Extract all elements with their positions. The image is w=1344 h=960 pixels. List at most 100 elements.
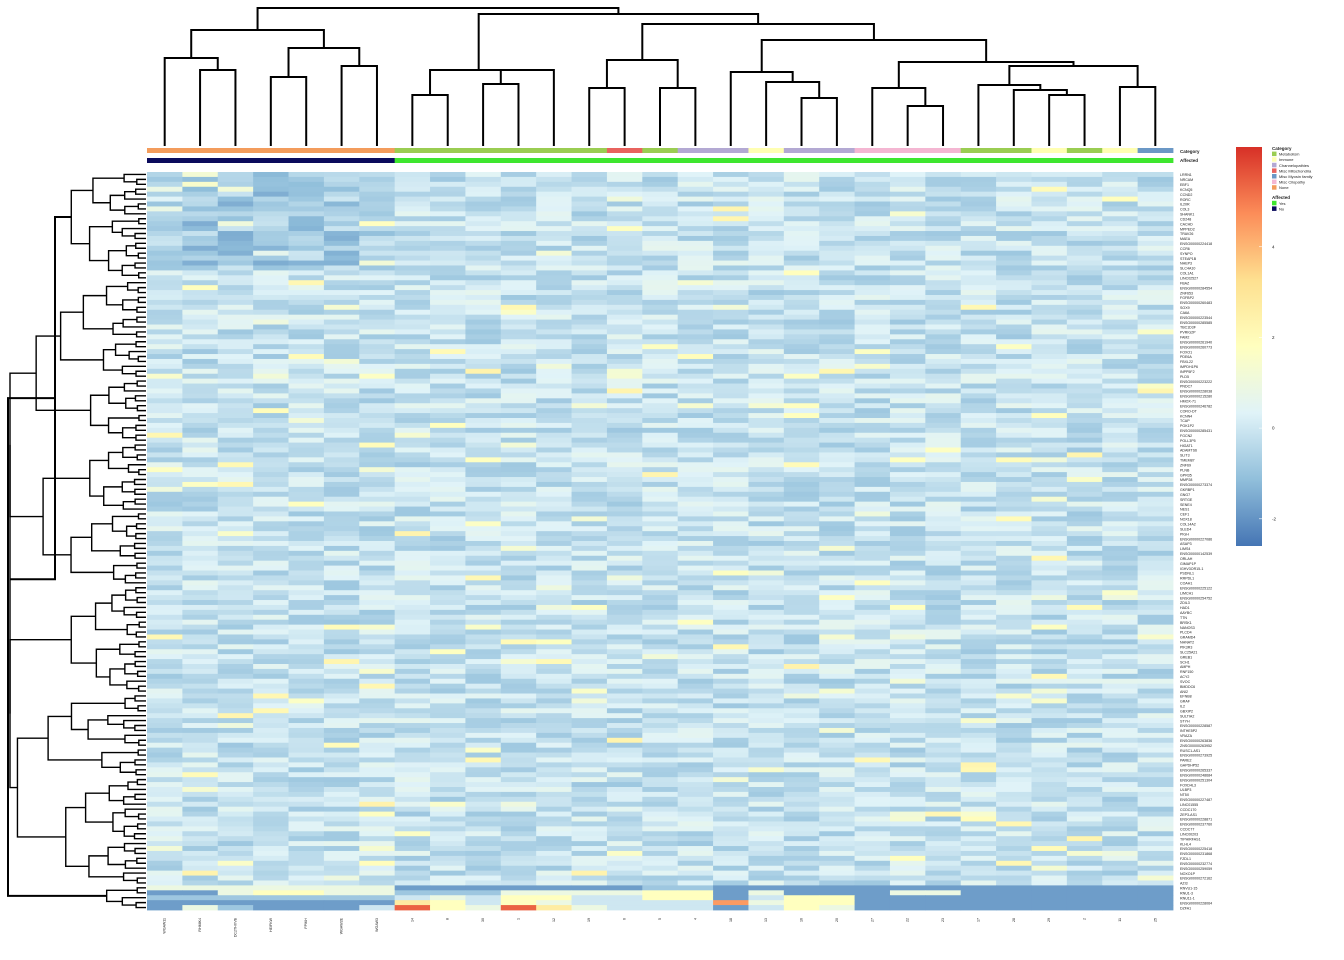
heatmap-cell: [1066, 235, 1103, 242]
heatmap-cell: [606, 742, 643, 749]
heatmap-cell: [606, 344, 643, 350]
heatmap-cell: [323, 354, 360, 360]
heatmap-cell: [819, 521, 855, 527]
heatmap-cell: [1137, 570, 1174, 576]
heatmap-cell: [889, 442, 926, 448]
heatmap-cell: [783, 299, 820, 306]
heatmap-cell: [606, 654, 643, 660]
row-dendrogram-branch: [124, 860, 146, 869]
heatmap-cell: [536, 732, 572, 739]
heatmap-cell: [536, 550, 572, 557]
heatmap-cell: [571, 570, 608, 576]
heatmap-cell: [854, 649, 891, 655]
heatmap-cell: [677, 432, 714, 439]
heatmap-cell: [1066, 821, 1103, 827]
heatmap-cell: [394, 575, 431, 581]
heatmap-cell: [394, 550, 431, 557]
heatmap-cell: [500, 836, 537, 842]
row-label: ENSG00000273925: [1180, 754, 1212, 758]
heatmap-cell: [889, 614, 926, 621]
heatmap-cell: [854, 201, 891, 207]
heatmap-cell: [960, 304, 997, 311]
heatmap-cell: [147, 678, 183, 685]
heatmap-cell: [748, 526, 785, 532]
heatmap-cell: [677, 304, 714, 311]
heatmap-cell: [819, 639, 855, 645]
heatmap-cell: [1137, 619, 1174, 626]
heatmap-cell: [925, 240, 962, 247]
heatmap-cell: [1066, 826, 1103, 832]
heatmap-cell: [500, 732, 537, 739]
heatmap-cell: [889, 846, 926, 852]
affected-cell: [1066, 158, 1103, 163]
heatmap-cell: [713, 309, 749, 316]
heatmap-cell: [819, 708, 855, 714]
row-dendrogram-branch: [109, 668, 127, 686]
heatmap-cell: [783, 427, 820, 434]
heatmap-cell: [182, 295, 219, 301]
heatmap-cell: [217, 688, 254, 694]
heatmap-cell: [1066, 432, 1103, 439]
heatmap-cell: [182, 221, 219, 227]
heatmap-cell: [889, 895, 926, 901]
heatmap-cell: [1031, 742, 1068, 749]
heatmap-cell: [713, 531, 749, 537]
heatmap-cell: [996, 772, 1032, 778]
heatmap-cell: [819, 806, 855, 812]
heatmap-cell: [889, 860, 926, 867]
heatmap-cell: [394, 806, 431, 812]
heatmap-cell: [996, 250, 1032, 257]
heatmap-cell: [960, 634, 997, 640]
heatmap-cell: [500, 698, 537, 704]
heatmap-cell: [889, 801, 926, 808]
heatmap-cell: [217, 231, 254, 237]
heatmap-cell: [996, 240, 1032, 247]
heatmap-cell: [713, 437, 749, 443]
heatmap-cell: [854, 181, 891, 188]
heatmap-cell: [889, 477, 926, 483]
heatmap-cell: [889, 737, 926, 744]
heatmap-cell: [323, 516, 360, 522]
heatmap-cell: [217, 339, 254, 345]
heatmap-cell: [925, 668, 962, 675]
row-label: PIGH: [1180, 532, 1189, 536]
heatmap-cell: [500, 782, 537, 788]
heatmap-cell: [854, 772, 891, 778]
row-label: LINC02527: [1180, 277, 1198, 281]
heatmap-cell: [359, 496, 396, 503]
heatmap-cell: [430, 782, 466, 788]
heatmap-cell: [1102, 309, 1139, 316]
heatmap-cell: [217, 875, 254, 881]
heatmap-cell: [571, 796, 608, 803]
heatmap-cell: [783, 176, 820, 183]
heatmap-cell: [748, 186, 785, 193]
heatmap-cell: [394, 713, 431, 719]
heatmap-cell: [359, 570, 396, 576]
heatmap-cell: [889, 344, 926, 350]
heatmap-cell: [606, 747, 643, 753]
heatmap-cell: [889, 619, 926, 626]
heatmap-cell: [1102, 688, 1139, 694]
heatmap-cell: [1102, 501, 1139, 507]
heatmap-cell: [500, 501, 537, 507]
row-dendrogram-branch: [135, 370, 146, 377]
heatmap-cell: [783, 216, 820, 222]
column-label: WGAW11: [163, 918, 167, 934]
heatmap-cell: [465, 309, 502, 316]
heatmap-cell: [253, 408, 289, 414]
heatmap-cell: [323, 777, 360, 783]
heatmap-cell: [606, 231, 643, 237]
heatmap-cell: [960, 260, 997, 266]
heatmap-cell: [182, 821, 219, 827]
heatmap-cell: [996, 683, 1032, 689]
heatmap-cell: [819, 496, 855, 503]
heatmap-cell: [996, 472, 1032, 478]
heatmap-cell: [465, 826, 502, 832]
heatmap-cell: [1137, 836, 1174, 842]
heatmap-cell: [465, 260, 502, 266]
heatmap-cell: [323, 580, 360, 586]
category-cell: [1137, 148, 1174, 153]
heatmap-cell: [323, 408, 360, 414]
heatmap-cell: [819, 649, 855, 655]
heatmap-cell: [465, 619, 502, 626]
